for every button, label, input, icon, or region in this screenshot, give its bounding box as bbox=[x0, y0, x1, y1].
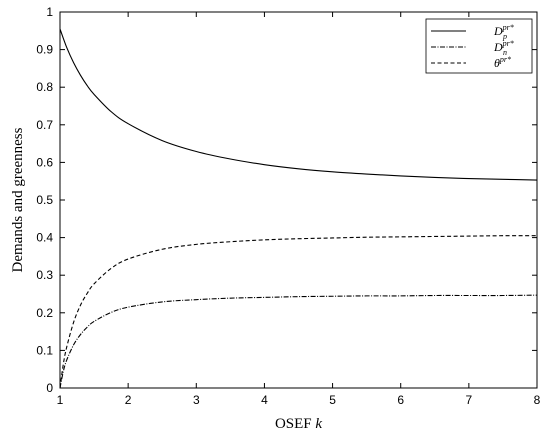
y-tick-label: 0.7 bbox=[36, 118, 53, 132]
plot-lines bbox=[59, 28, 538, 389]
y-tick-label: 0.2 bbox=[36, 306, 53, 320]
x-tick-label: 6 bbox=[397, 393, 404, 407]
y-tick-label: 0.5 bbox=[36, 193, 53, 207]
x-tick-label: 4 bbox=[261, 393, 268, 407]
y-tick-label: 0.6 bbox=[36, 155, 53, 169]
x-tick-label: 8 bbox=[534, 393, 541, 407]
series-line-3 bbox=[59, 235, 538, 389]
y-tick-label: 0.8 bbox=[36, 80, 53, 94]
x-axis-label-text: OSEF bbox=[275, 416, 315, 432]
x-axis-label-var: k bbox=[315, 416, 322, 432]
x-tick-label: 5 bbox=[329, 393, 336, 407]
series-line-2 bbox=[59, 294, 538, 389]
x-tick-label: 2 bbox=[125, 393, 132, 407]
y-tick-label: 0.1 bbox=[36, 343, 53, 357]
x-tick-label: 3 bbox=[193, 393, 200, 407]
y-tick-label: 0.4 bbox=[36, 231, 53, 245]
y-tick-label: 0 bbox=[46, 381, 53, 395]
y-tick-label: 0.9 bbox=[36, 43, 53, 57]
y-tick-label: 0.3 bbox=[36, 268, 53, 282]
legend-entry: θpr* bbox=[494, 55, 511, 70]
x-axis-label: OSEF k bbox=[275, 416, 322, 432]
y-axis-label: Demands and greenness bbox=[10, 127, 26, 272]
x-tick-label: 7 bbox=[466, 393, 473, 407]
legend-box bbox=[425, 18, 533, 74]
legend-entry: Dpr* n bbox=[493, 39, 514, 57]
x-tick-label: 1 bbox=[57, 393, 64, 407]
y-tick-label: 1 bbox=[46, 5, 53, 19]
series-line-1 bbox=[59, 28, 538, 181]
legend-entry: Dpr* p bbox=[493, 23, 514, 41]
axis-ticks: 1 2 3 4 5 6 7 8 0 0.1 0.2 0.3 0.4 0.5 0.6 0.7 0.8 0.9 1 bbox=[36, 5, 540, 407]
